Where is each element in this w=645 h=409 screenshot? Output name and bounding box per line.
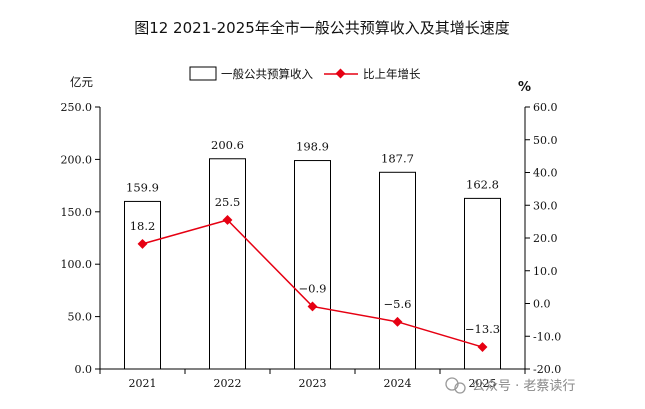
bar bbox=[209, 158, 246, 370]
right-tick-label: 60.0 bbox=[533, 101, 558, 114]
growth-value-label: −13.3 bbox=[465, 322, 500, 336]
right-tick-label: 50.0 bbox=[533, 134, 558, 147]
bar-data-labels: 159.9 200.6 198.9 187.7 162.8 bbox=[126, 138, 499, 195]
bar bbox=[294, 160, 331, 370]
left-tick-label: 50.0 bbox=[68, 311, 93, 324]
line-data-labels: 18.2 25.5 −0.9 −5.6 −13.3 bbox=[130, 195, 500, 336]
bar bbox=[379, 171, 416, 370]
bar-series bbox=[124, 158, 501, 370]
left-tick-label: 200.0 bbox=[61, 153, 93, 166]
right-tick-label: 20.0 bbox=[533, 232, 558, 245]
right-tick-label: 40.0 bbox=[533, 167, 558, 180]
legend-bar-swatch bbox=[189, 66, 217, 81]
x-tick-label: 2021 bbox=[129, 377, 157, 390]
x-axis-ticks: 2021 2022 2023 2024 2025 bbox=[99, 369, 526, 390]
left-tick-label: 100.0 bbox=[61, 258, 93, 271]
bar-value-label: 198.9 bbox=[296, 140, 329, 154]
x-tick-label: 2023 bbox=[299, 377, 327, 390]
growth-point bbox=[137, 238, 148, 249]
right-tick-label: -10.0 bbox=[533, 330, 561, 343]
bar bbox=[464, 197, 501, 370]
line-series bbox=[137, 215, 488, 353]
legend-bar-label: 一般公共预算收入 bbox=[221, 67, 313, 81]
right-axis-ticks: -20.0 -10.0 0.0 10.0 20.0 30.0 40.0 50.0 60.0 bbox=[525, 101, 561, 376]
bar bbox=[124, 200, 161, 370]
left-axis-label: 亿元 bbox=[70, 75, 93, 89]
bar-value-label: 200.6 bbox=[211, 138, 244, 152]
growth-value-label: −0.9 bbox=[299, 281, 327, 295]
bar-value-label: 159.9 bbox=[126, 180, 159, 194]
left-tick-label: 0.0 bbox=[75, 363, 93, 376]
growth-value-label: 18.2 bbox=[130, 219, 156, 233]
right-tick-label: 10.0 bbox=[533, 265, 558, 278]
bar-value-label: 162.8 bbox=[466, 177, 499, 191]
x-tick-label: 2024 bbox=[384, 377, 412, 390]
x-tick-label: 2022 bbox=[214, 377, 242, 390]
right-axis-label: % bbox=[518, 80, 531, 95]
left-tick-label: 250.0 bbox=[61, 101, 93, 114]
watermark: 公众号 · 老蔡读行 bbox=[445, 377, 575, 394]
growth-point bbox=[477, 342, 488, 353]
growth-value-label: −5.6 bbox=[384, 297, 412, 311]
left-tick-label: 150.0 bbox=[61, 206, 93, 219]
wechat-icon-small bbox=[454, 382, 466, 394]
right-tick-label: 0.0 bbox=[533, 298, 551, 311]
chart-title: 图12 2021-2025年全市一般公共预算收入及其增长速度 bbox=[134, 19, 510, 37]
watermark-text: 公众号 · 老蔡读行 bbox=[472, 379, 575, 394]
left-axis-ticks: 0.0 50.0 100.0 150.0 200.0 250.0 bbox=[61, 101, 100, 376]
legend-line-marker bbox=[335, 68, 346, 79]
right-tick-label: 30.0 bbox=[533, 199, 558, 212]
x-tick-label: 2025 bbox=[469, 377, 497, 390]
bar-value-label: 187.7 bbox=[381, 151, 414, 165]
right-tick-label: -20.0 bbox=[533, 363, 561, 376]
growth-value-label: 25.5 bbox=[215, 195, 241, 209]
growth-point bbox=[392, 316, 403, 327]
legend: 一般公共预算收入 比上年增长 bbox=[189, 66, 421, 81]
growth-point bbox=[222, 215, 233, 225]
legend-line-label: 比上年增长 bbox=[363, 67, 421, 81]
growth-point bbox=[307, 301, 318, 312]
